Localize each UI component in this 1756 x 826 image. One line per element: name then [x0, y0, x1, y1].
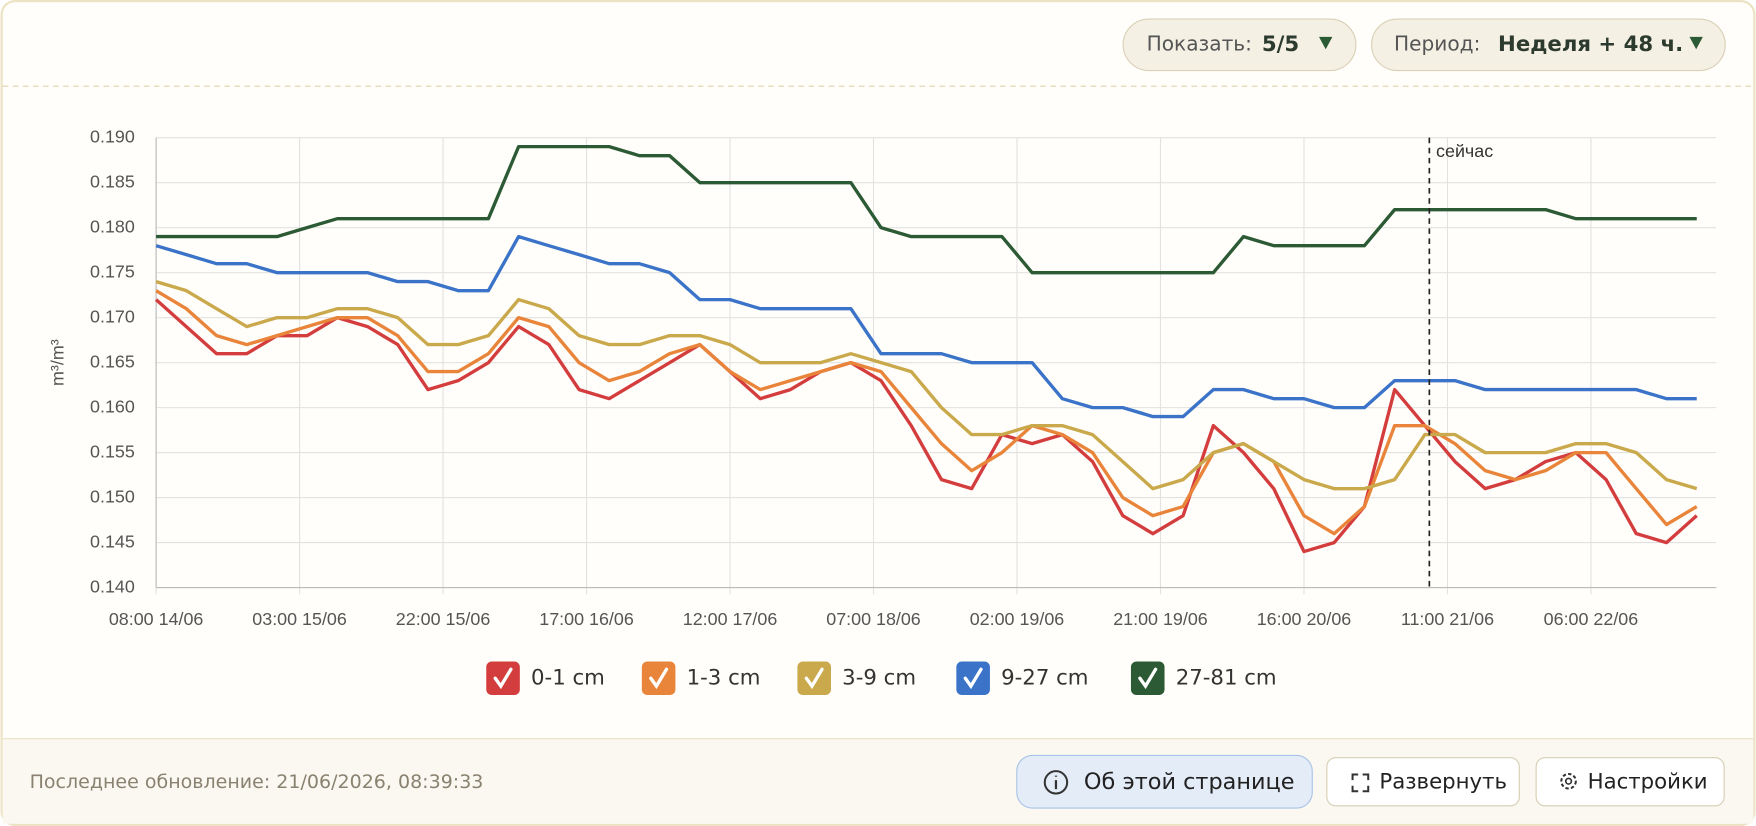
x-tick-label: 02:00 19/06: [970, 609, 1065, 629]
period-dropdown[interactable]: Период: Неделя + 48 ч.: [1371, 18, 1726, 72]
dropdown-arrow: [1318, 36, 1333, 50]
info-icon: [1043, 770, 1069, 795]
legend-check: [963, 667, 983, 690]
expand-icon: [1351, 773, 1370, 793]
series-line: [154, 298, 1698, 554]
y-tick-label: 0.150: [90, 486, 135, 506]
gear-icon: [1560, 772, 1577, 790]
button-label: Об этой странице: [1084, 769, 1295, 795]
y-tick-label: 0.175: [90, 261, 135, 281]
legend-item[interactable]: 27-81 cm: [1130, 661, 1277, 696]
y-tick-label: 0.145: [90, 531, 135, 551]
legend-item[interactable]: 1-3 cm: [641, 661, 761, 696]
y-tick-label: 0.140: [90, 576, 135, 596]
x-tick-label: 21:00 19/06: [1113, 609, 1208, 629]
about-button[interactable]: Об этой странице: [1016, 754, 1313, 809]
y-tick-label: 0.170: [90, 306, 135, 326]
legend-label: 27-81 cm: [1176, 665, 1277, 690]
last-update: Последнее обновление: 21/06/2026, 08:39:…: [30, 771, 484, 793]
legend-checkbox: [956, 661, 990, 696]
x-tick-label: 07:00 18/06: [826, 609, 921, 629]
dropdown-label: Показать:: [1147, 31, 1252, 55]
gear-icon-hub: [1564, 777, 1573, 785]
dropdown-value: 5/5: [1262, 32, 1299, 57]
series-line: [156, 144, 1697, 275]
legend-check: [493, 667, 513, 690]
button-bg: [1326, 757, 1520, 807]
legend-label: 3-9 cm: [842, 665, 916, 690]
legend-label: 0-1 cm: [531, 665, 605, 690]
x-tick-label: 11:00 21/06: [1401, 609, 1494, 629]
show-dropdown[interactable]: Показать: 5/5: [1122, 18, 1357, 72]
dropdown-value: Неделя + 48 ч.: [1498, 32, 1683, 57]
button-bg: [1535, 757, 1725, 807]
button-label: Развернуть: [1379, 769, 1507, 794]
series-line: [155, 279, 1698, 491]
legend-check: [804, 667, 824, 690]
x-tick-label: 22:00 15/06: [396, 609, 491, 629]
plot: 0.140 0.145 0.150 0.155 0.160 0.165 0.170 0.175…: [47, 126, 1717, 629]
legend-item[interactable]: 3-9 cm: [797, 661, 916, 696]
legend-checkbox: [486, 661, 520, 696]
dropdown-arrow: [1689, 36, 1703, 50]
x-tick-label: 16:00 20/06: [1257, 609, 1352, 629]
legend-label: 9-27 cm: [1001, 665, 1088, 690]
y-tick-label: 0.165: [90, 351, 135, 371]
legend-label: 1-3 cm: [687, 665, 761, 690]
x-tick-label: 06:00 22/06: [1544, 609, 1639, 629]
y-tick-label: 0.185: [90, 171, 135, 191]
legend-check: [1138, 667, 1158, 690]
legend-item[interactable]: 9-27 cm: [956, 661, 1088, 696]
y-tick-label: 0.155: [90, 441, 135, 461]
legend: 0-1 cm 1-3 cm 3-9 cm 9-27 cm 27-81 cm: [486, 661, 1277, 696]
y-axis-label: m³/m³: [47, 339, 67, 386]
button-label: Настройки: [1588, 769, 1708, 794]
dropdown-pill: [1371, 18, 1726, 72]
y-tick-label: 0.160: [90, 396, 135, 416]
button-bg: [1016, 754, 1313, 809]
legend-checkbox: [797, 661, 831, 696]
dropdown-pill: [1122, 18, 1357, 72]
legend-checkbox: [1130, 661, 1165, 696]
dropdown-label: Период:: [1394, 31, 1480, 55]
x-tick-label: 03:00 15/06: [252, 609, 347, 629]
series-line: [155, 234, 1697, 419]
legend-checkbox: [641, 661, 676, 696]
legend-item[interactable]: 0-1 cm: [486, 661, 605, 696]
x-tick-label: 12:00 17/06: [683, 609, 778, 629]
expand-button[interactable]: Развернуть: [1326, 757, 1520, 807]
x-tick-label: 17:00 16/06: [539, 609, 634, 629]
x-tick-label: 08:00 14/06: [109, 609, 204, 629]
legend-check: [649, 667, 669, 690]
now-label: сейчас: [1436, 141, 1493, 161]
y-tick-label: 0.190: [90, 126, 135, 146]
settings-button[interactable]: Настройки: [1535, 757, 1725, 807]
y-tick-label: 0.180: [90, 216, 135, 236]
